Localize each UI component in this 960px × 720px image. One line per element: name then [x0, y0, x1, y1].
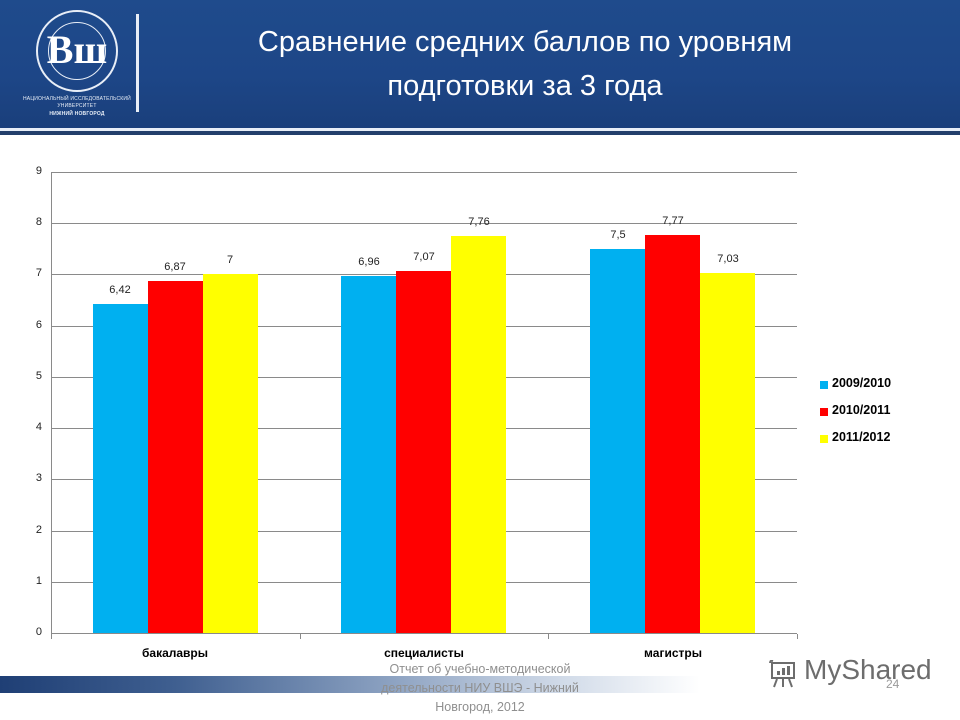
watermark-text: MyShared — [804, 654, 932, 685]
logo-ring — [36, 10, 118, 92]
footer-caption-line2: деятельности НИУ ВШЭ - Нижний — [381, 681, 579, 695]
y-tick-label: 7 — [35, 267, 42, 279]
header-separator — [136, 14, 139, 112]
legend-label: 2009/2010 — [832, 376, 892, 390]
legend-swatch-icon — [820, 435, 828, 443]
bar — [396, 271, 451, 633]
footer-gradient-bar — [0, 676, 700, 693]
gridline — [51, 633, 797, 634]
bar — [203, 274, 258, 633]
slide-title: Сравнение средних баллов по уровням подг… — [150, 20, 900, 108]
x-tick — [548, 634, 549, 639]
x-category-label: магистры — [644, 646, 702, 660]
x-tick — [300, 634, 301, 639]
logo-inner-ring — [48, 22, 106, 80]
footer-caption-line3: Новгород, 2012 — [435, 700, 525, 714]
x-tick — [51, 634, 52, 639]
university-logo: Вш НАЦИОНАЛЬНЫЙ ИССЛЕДОВАТЕЛЬСКИЙ УНИВЕР… — [22, 10, 132, 120]
x-category-label: бакалавры — [141, 646, 209, 660]
bar-value-label: 6,96 — [358, 256, 380, 268]
presentation-board-icon — [769, 660, 795, 688]
y-tick-label: 0 — [35, 626, 42, 638]
bar-value-label: 7,76 — [468, 216, 490, 228]
header-divider-light — [0, 128, 960, 131]
slide-header — [0, 0, 960, 128]
page-number: 24 — [886, 677, 900, 691]
legend-swatch-icon — [820, 408, 828, 416]
gridline — [51, 172, 797, 173]
slide-title-line2: подготовки за 3 года — [387, 70, 663, 102]
logo-text-line3: НИЖНИЙ НОВГОРОД — [49, 111, 105, 117]
y-tick-label: 9 — [35, 165, 42, 177]
y-tick-label: 6 — [35, 319, 42, 331]
x-category-label: специалисты — [384, 646, 464, 660]
bar — [645, 235, 700, 633]
legend-swatch-icon — [820, 381, 828, 389]
header-divider-dark — [0, 131, 960, 135]
y-tick-label: 3 — [35, 472, 42, 484]
bar-value-label: 7,03 — [717, 253, 739, 265]
x-tick — [797, 634, 798, 639]
bar — [451, 236, 506, 633]
y-tick-label: 2 — [35, 524, 42, 536]
bar-value-label: 7,77 — [662, 215, 684, 227]
bar-value-label: 7,5 — [610, 229, 626, 241]
bar — [590, 249, 645, 633]
y-tick-label: 1 — [35, 575, 42, 587]
bar — [700, 273, 755, 633]
footer-caption-line1: Отчет об учебно-методической — [389, 662, 571, 676]
logo-emblem-icon: Вш — [46, 27, 108, 72]
bar — [341, 276, 396, 633]
legend-label: 2011/2012 — [832, 430, 891, 444]
gridline — [51, 223, 797, 224]
y-axis — [51, 172, 52, 634]
bar-value-label: 7,07 — [413, 251, 435, 263]
bar-value-label: 7 — [226, 254, 234, 266]
y-tick-label: 8 — [35, 216, 42, 228]
bar-value-label: 6,42 — [109, 284, 131, 296]
logo-text-line2: УНИВЕРСИТЕТ — [57, 103, 97, 109]
bar — [93, 304, 148, 633]
legend-label: 2010/2011 — [832, 403, 891, 417]
y-tick-label: 5 — [35, 370, 42, 382]
logo-text-line1: НАЦИОНАЛЬНЫЙ ИССЛЕДОВАТЕЛЬСКИЙ — [23, 96, 131, 102]
bar-value-label: 6,87 — [164, 261, 186, 273]
slide-title-line1: Сравнение средних баллов по уровням — [257, 26, 793, 58]
bar — [148, 281, 203, 633]
y-tick-label: 4 — [35, 421, 42, 433]
footer-caption: Отчет об учебно-методической деятельност… — [355, 660, 605, 717]
